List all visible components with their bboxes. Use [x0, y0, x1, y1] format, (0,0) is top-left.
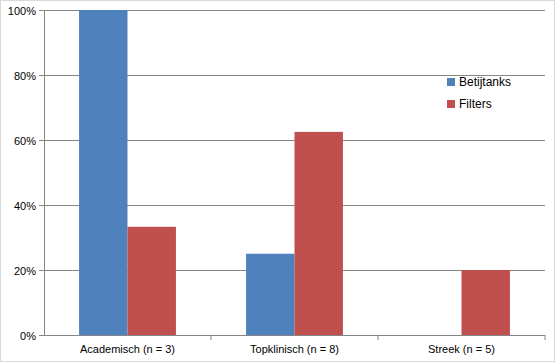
bar — [246, 254, 294, 335]
legend-swatch — [447, 78, 455, 86]
legend-swatch — [447, 100, 455, 108]
y-tick — [39, 335, 44, 336]
y-tick-label: 60% — [14, 135, 36, 147]
y-tick-label: 80% — [14, 70, 36, 82]
y-tick-label: 0% — [20, 330, 36, 342]
legend-label: Filters — [459, 97, 492, 111]
x-tick-label: Academisch (n = 3) — [80, 343, 175, 355]
x-axis — [44, 335, 545, 336]
grid-line — [44, 335, 545, 336]
x-tick — [378, 335, 379, 340]
x-tick-label: Topklinisch (n = 8) — [250, 343, 339, 355]
y-tick — [39, 140, 44, 141]
bar — [128, 227, 176, 335]
bar — [295, 132, 343, 335]
chart-container: 0% 20% 40% 60% 80% 100% Academisch (n = 3) Topk… — [0, 0, 555, 362]
y-tick-label: 100% — [8, 5, 36, 17]
bar — [79, 10, 127, 335]
x-tick — [211, 335, 212, 340]
y-tick — [39, 75, 44, 76]
y-tick — [39, 270, 44, 271]
x-tick-label: Streek (n = 5) — [428, 343, 495, 355]
bar — [462, 270, 510, 335]
y-tick — [39, 10, 44, 11]
legend-label: Betijtanks — [459, 75, 511, 89]
background — [1, 1, 555, 362]
chart-svg: 0% 20% 40% 60% 80% 100% Academisch (n = 3) Topk… — [0, 0, 555, 362]
bar — [413, 335, 461, 336]
y-tick-label: 40% — [14, 200, 36, 212]
x-tick — [545, 335, 546, 340]
y-tick-label: 20% — [14, 265, 36, 277]
y-tick — [39, 205, 44, 206]
y-axis — [44, 10, 45, 335]
bars — [79, 10, 510, 335]
